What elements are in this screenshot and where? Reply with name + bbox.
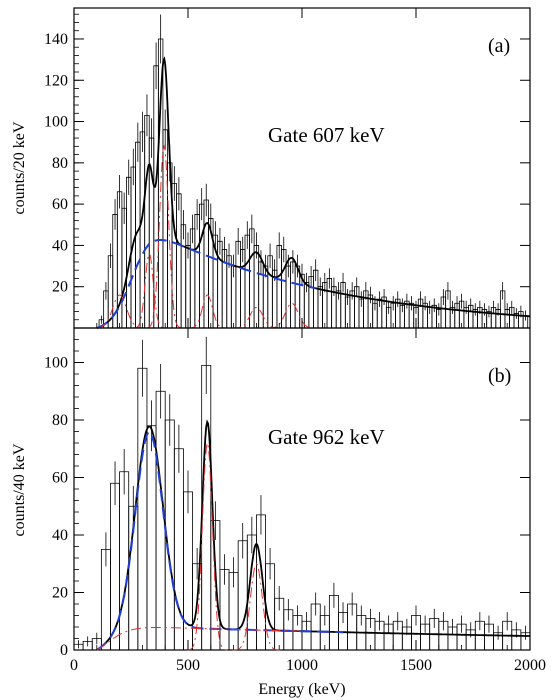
axis-ticks-a: 20 40 60 80 100 120 140: [44, 8, 531, 329]
fit-peak-component: [132, 252, 166, 329]
fit-peak-component: [266, 302, 318, 329]
y-tick-label: 40: [52, 237, 68, 254]
histogram-bin: [180, 224, 187, 328]
histogram-bin: [110, 482, 120, 650]
histogram-bin: [162, 129, 168, 328]
gate-annotation-a: Gate 607 keV: [268, 123, 385, 147]
y-tick-label: 140: [44, 31, 68, 48]
fit-peak-component: [187, 294, 228, 329]
fit-peak-component: [145, 144, 183, 329]
y-tick-label: 40: [52, 527, 68, 544]
x-tick-label: 1500: [400, 657, 432, 674]
y-tick-label: 60: [52, 196, 68, 213]
fit-peak-component: [232, 563, 281, 651]
histogram-bin: [244, 234, 250, 328]
x-axis-title: Energy (keV): [258, 681, 345, 698]
y-tick-label: 0: [60, 642, 68, 659]
y-axis-title-b: counts/40 keV: [11, 443, 28, 536]
y-tick-label: 80: [52, 155, 68, 172]
y-axis-title-a: counts/20 keV: [11, 121, 28, 214]
histogram-bin: [126, 176, 132, 328]
histogram-bin: [183, 491, 193, 650]
gate-annotation-b: Gate 962 keV: [268, 425, 385, 449]
fit-curves-a: [96, 56, 531, 329]
histogram-bin: [203, 199, 209, 328]
histogram-bin: [176, 193, 182, 328]
fit-total-curve: [96, 419, 531, 651]
histogram-bin: [144, 114, 150, 328]
histogram-bin: [137, 367, 148, 650]
histogram-bin: [173, 448, 184, 650]
y-tick-label: 100: [44, 114, 68, 131]
panel-label-b: (b): [488, 365, 511, 387]
x-tick-label: 2000: [514, 657, 546, 674]
x-tick-label: 500: [176, 657, 200, 674]
y-tick-label: 60: [52, 470, 68, 487]
y-tick-label: 100: [44, 355, 68, 372]
y-tick-label: 80: [52, 412, 68, 429]
fit-peak-component: [96, 294, 147, 329]
fit-background-curve: [96, 239, 316, 329]
x-tick-label: 1000: [286, 657, 318, 674]
y-tick-label: 20: [52, 279, 68, 296]
panel-a: 20 40 60 80 100 120 140 (a) Gate 607 keV count…: [11, 7, 531, 329]
histogram-bin: [146, 425, 157, 650]
fit-peak-baseline: [96, 627, 302, 651]
histogram-b: [73, 336, 531, 650]
x-tick-label: 0: [70, 657, 78, 674]
histogram-bin: [121, 207, 127, 328]
histogram-bin: [194, 214, 200, 328]
fit-curves-b: [96, 419, 531, 651]
y-tick-label: 20: [52, 585, 68, 602]
histogram-bin: [249, 228, 255, 328]
panel-label-a: (a): [488, 35, 510, 57]
histogram-bin: [119, 471, 130, 650]
histogram-bin: [189, 228, 196, 328]
y-tick-label: 120: [44, 72, 68, 89]
histogram-a: [98, 14, 529, 328]
fit-peak-component: [187, 441, 228, 651]
